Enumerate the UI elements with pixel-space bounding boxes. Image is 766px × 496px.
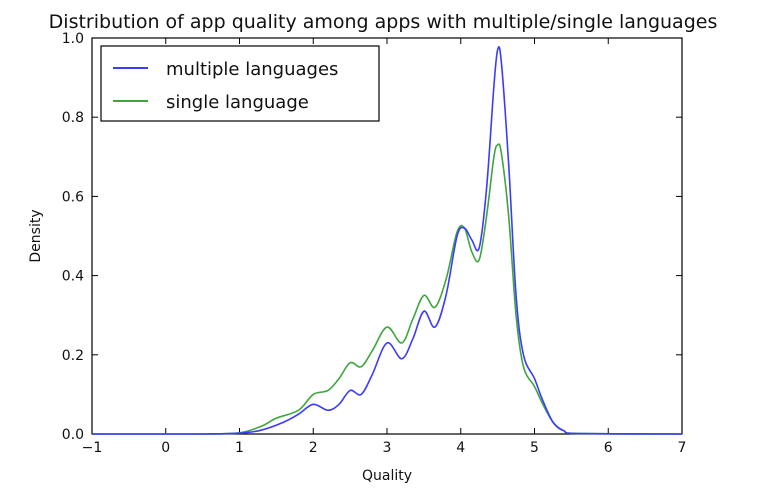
y-axis-label: Density (28, 209, 44, 262)
legend: multiple languages single language (100, 45, 380, 122)
x-tick-label: 4 (456, 440, 465, 456)
x-axis-label: Quality (362, 468, 412, 484)
series-line-single-language (92, 143, 683, 435)
x-tick-label: 1 (235, 440, 244, 456)
y-tick-label: 0.4 (62, 269, 84, 285)
y-tick-label: 0.2 (62, 348, 84, 364)
chart-title: Distribution of app quality among apps w… (49, 11, 718, 33)
axis-ticks: −1 0 1 2 3 4 5 6 7 0.0 0.2 0.4 0.6 0.8 1.0 (62, 31, 687, 456)
series-lines (92, 46, 683, 435)
y-tick-label: 1.0 (62, 31, 84, 47)
y-tick-label: 0.8 (62, 110, 84, 126)
y-tick-label: 0.6 (62, 189, 84, 205)
x-tick-label: −1 (82, 440, 103, 456)
legend-box (100, 45, 380, 122)
x-tick-label: 7 (678, 440, 687, 456)
series-line-multiple-languages (92, 46, 683, 435)
x-tick-label: 5 (530, 440, 539, 456)
x-tick-label: 3 (383, 440, 392, 456)
x-tick-label: 2 (309, 440, 318, 456)
x-tick-label: 0 (161, 440, 170, 456)
legend-label-multiple-languages: multiple languages (166, 59, 338, 80)
x-tick-label: 6 (604, 440, 613, 456)
legend-label-single-language: single language (166, 92, 309, 113)
y-tick-label: 0.0 (62, 427, 84, 443)
